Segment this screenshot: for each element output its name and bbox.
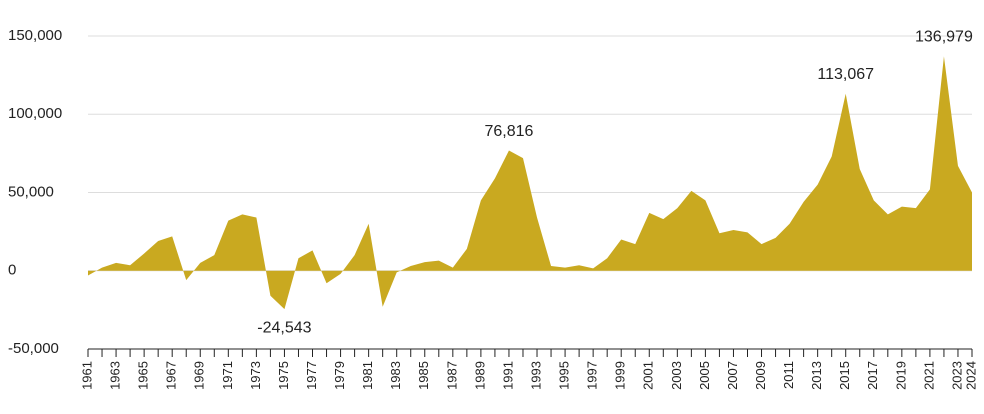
x-tick-label: 1983 xyxy=(388,361,403,390)
x-tick-label: 2007 xyxy=(725,361,740,390)
x-tick-label: 1979 xyxy=(332,361,347,390)
x-tick-label: 1999 xyxy=(613,361,628,390)
x-tick-label: 1995 xyxy=(557,361,572,390)
x-tick-label: 1963 xyxy=(108,361,123,390)
x-tick-label: 2019 xyxy=(893,361,908,390)
y-tick-label: 100,000 xyxy=(8,105,62,122)
x-tick-label: 1961 xyxy=(79,361,94,390)
x-tick-label: 2024 xyxy=(963,361,978,390)
x-tick-label: 2015 xyxy=(837,361,852,390)
x-tick-label: 1967 xyxy=(164,361,179,390)
x-tick-label: 1969 xyxy=(192,361,207,390)
x-tick-label: 1997 xyxy=(585,361,600,390)
value-label: -24,543 xyxy=(257,319,311,336)
x-tick-label: 2001 xyxy=(641,361,656,390)
value-label: 113,067 xyxy=(817,66,874,83)
y-tick-label: 50,000 xyxy=(8,183,54,200)
x-tick-label: 1977 xyxy=(304,361,319,390)
x-tick-label: 2021 xyxy=(921,361,936,390)
x-tick-label: 1991 xyxy=(500,361,515,390)
x-tick-label: 1973 xyxy=(248,361,263,390)
x-tick-label: 1971 xyxy=(220,361,235,390)
y-tick-label: 150,000 xyxy=(8,27,62,44)
x-tick-label: 1985 xyxy=(416,361,431,390)
x-tick-label: 1975 xyxy=(276,361,291,390)
value-label: 76,816 xyxy=(484,123,533,140)
x-tick-label: 2023 xyxy=(949,361,964,390)
x-tick-label: 2011 xyxy=(781,361,796,389)
x-tick-label: 1987 xyxy=(444,361,459,390)
x-tick-label: 1981 xyxy=(360,361,375,390)
value-label: 136,979 xyxy=(915,29,973,46)
x-tick-label: 2005 xyxy=(697,361,712,390)
area xyxy=(88,56,972,310)
x-tick-label: 2003 xyxy=(669,361,684,390)
y-tick-label: -50,000 xyxy=(8,340,59,357)
x-tick-label: 2009 xyxy=(753,361,768,390)
y-tick-label: 0 xyxy=(8,262,16,279)
x-tick-label: 1989 xyxy=(472,361,487,390)
x-tick-label: 2017 xyxy=(865,361,880,390)
x-tick-label: 1993 xyxy=(528,361,543,390)
x-tick-label: 2013 xyxy=(809,361,824,390)
x-tick-label: 1965 xyxy=(136,361,151,390)
